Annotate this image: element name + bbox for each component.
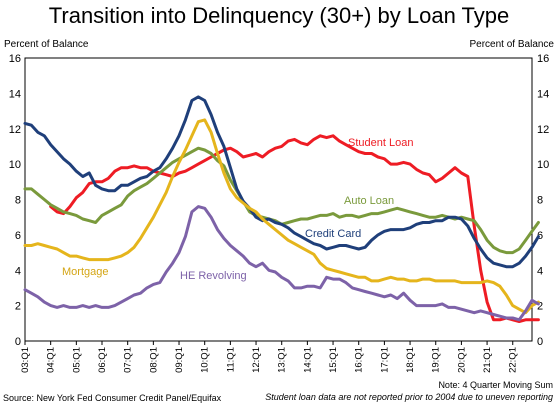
x-tick-label: 06:Q1	[97, 347, 108, 373]
x-tick-label: 07:Q1	[123, 347, 134, 373]
x-tick-label: 18:Q1	[405, 347, 416, 373]
left-y-tick-label: 6	[15, 230, 21, 242]
right-y-tick-label: 0	[537, 336, 543, 348]
x-ticks: 03:Q1 04:Q1 05:Q1 06:Q1 07:Q1 08:Q1 09:Q1 10:Q1…	[20, 341, 519, 373]
series-line-credit-card	[23, 95, 540, 269]
left-y-tick-label: 0	[15, 336, 21, 348]
series-label-he-revolving: HE Revolving	[180, 270, 247, 282]
left-y-tick-label: 16	[9, 53, 21, 65]
x-tick-label: 20:Q1	[456, 347, 467, 373]
x-tick-label: 14:Q1	[302, 347, 313, 373]
right-y-ticks: 0 2 4 6 8 10 12 14 16	[537, 53, 549, 348]
y-axis-title-right: Percent of Balance	[470, 39, 555, 50]
left-y-tick-label: 14	[9, 88, 21, 100]
x-tick-label: 03:Q1	[20, 347, 31, 373]
moving-sum-note: Note: 4 Quarter Moving Sum	[438, 380, 553, 390]
series-label-auto-loan: Auto Loan	[344, 195, 394, 207]
x-tick-label: 16:Q1	[354, 347, 365, 373]
right-y-tick-label: 8	[537, 195, 543, 207]
plot-frame	[24, 57, 533, 342]
right-y-tick-label: 16	[537, 53, 549, 65]
series-line-mortgage	[23, 118, 540, 315]
series-label-credit-card: Credit Card	[305, 228, 361, 240]
right-y-tick-label: 10	[537, 159, 549, 171]
x-tick-label: 04:Q1	[46, 347, 57, 373]
plot-area	[24, 57, 533, 342]
right-y-tick-label: 2	[537, 301, 543, 313]
left-y-tick-label: 4	[15, 265, 21, 277]
left-y-tick-label: 2	[15, 301, 21, 313]
series-line-auto-loan	[23, 146, 540, 255]
series-line-student-loan	[49, 134, 540, 323]
x-tick-label: 13:Q1	[277, 347, 288, 373]
series-label-mortgage: Mortgage	[62, 266, 108, 278]
x-tick-label: 21:Q1	[482, 347, 493, 373]
x-tick-label: 11:Q1	[225, 347, 236, 372]
left-y-ticks: 0 2 4 6 8 10 12 14 16	[9, 53, 21, 348]
x-tick-label: 09:Q1	[174, 347, 185, 373]
x-tick-label: 19:Q1	[431, 347, 442, 373]
right-y-tick-label: 6	[537, 230, 543, 242]
x-tick-label: 12:Q1	[251, 347, 262, 373]
x-tick-label: 17:Q1	[379, 347, 390, 373]
right-y-tick-label: 12	[537, 124, 549, 136]
right-y-tick-label: 14	[537, 88, 549, 100]
x-tick-label: 08:Q1	[148, 347, 159, 373]
x-tick-label: 22:Q1	[508, 347, 519, 373]
student-loan-note: Student loan data are not reported prior…	[265, 392, 553, 402]
chart-title: Transition into Delinquency (30+) by Loa…	[49, 3, 509, 28]
right-y-tick-label: 4	[537, 265, 543, 277]
left-y-tick-label: 8	[15, 195, 21, 207]
x-tick-label: 10:Q1	[200, 347, 211, 373]
source-note: Source: New York Fed Consumer Credit Pan…	[3, 393, 222, 403]
left-y-tick-label: 10	[9, 159, 21, 171]
y-axis-title-left: Percent of Balance	[4, 39, 89, 50]
series-line-he-revolving	[23, 205, 540, 322]
left-y-tick-label: 12	[9, 124, 21, 136]
x-tick-label: 05:Q1	[71, 347, 82, 373]
series-lines	[23, 95, 540, 323]
x-tick-label: 15:Q1	[328, 347, 339, 373]
series-label-student-loan: Student Loan	[348, 137, 413, 149]
